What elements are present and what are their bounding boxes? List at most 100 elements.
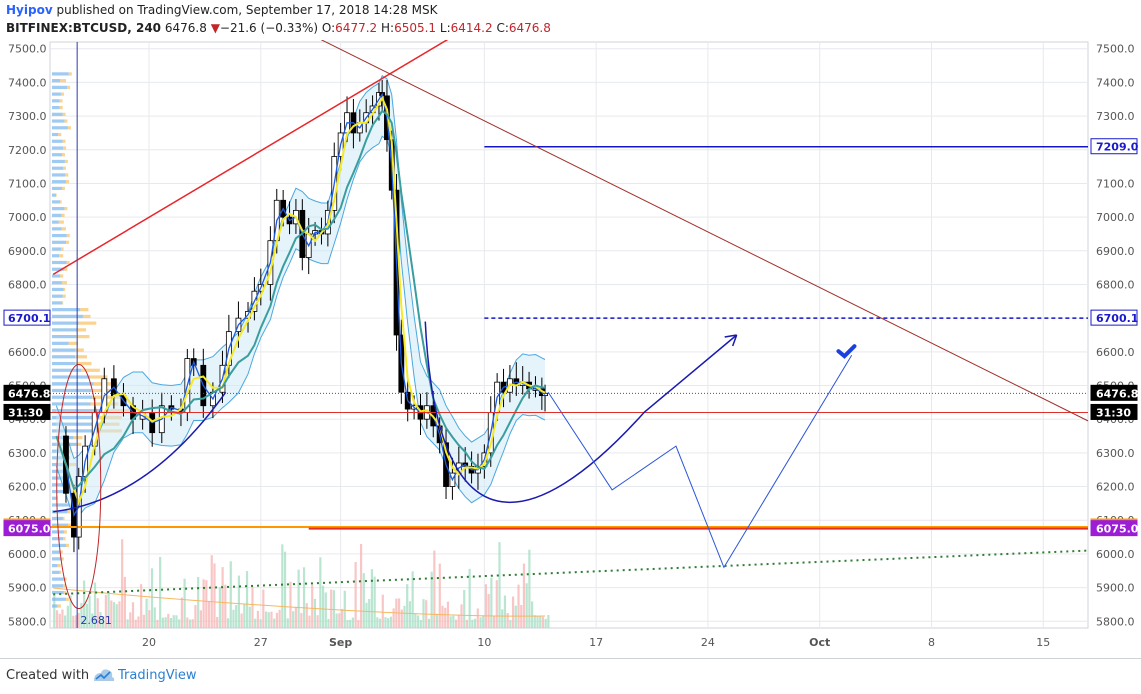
y-tick-label-right: 7300.0	[1096, 110, 1135, 123]
profile-bar-sell	[69, 72, 72, 75]
profile-bar-sell	[61, 247, 63, 250]
volume-bar	[336, 613, 338, 628]
price-tag-label: 6700.1	[1096, 312, 1138, 325]
volume-bar	[433, 551, 435, 628]
volume-bars	[53, 539, 549, 628]
profile-bar-sell	[68, 126, 71, 129]
volume-bar	[254, 619, 256, 628]
volume-bar	[376, 617, 378, 628]
profile-bar-sell	[58, 133, 61, 136]
profile-bar-sell	[62, 214, 65, 217]
created-with-text: Created with	[6, 668, 89, 683]
y-tick-label-left: 6000.0	[8, 548, 47, 561]
profile-bar-sell	[56, 194, 57, 197]
y-tick-label-right: 6800.0	[1096, 278, 1135, 291]
volume-bar	[531, 601, 533, 628]
volume-bar	[251, 586, 253, 628]
profile-bar-sell	[66, 180, 69, 183]
volume-bar	[268, 612, 270, 628]
volume-bar	[243, 604, 245, 628]
volume-bar	[311, 585, 313, 628]
volume-bar	[205, 580, 207, 628]
profile-bar-sell	[63, 295, 66, 298]
y-tick-label-right: 7400.0	[1096, 76, 1135, 89]
volume-bar	[517, 585, 519, 628]
y-tick-label-right: 6300.0	[1096, 447, 1135, 460]
volume-bar	[148, 610, 150, 628]
volume-bar	[493, 616, 495, 628]
author-link[interactable]: Hyipov	[6, 3, 53, 17]
profile-bar-buy	[52, 604, 58, 607]
volume-bar	[281, 544, 283, 628]
profile-bar-buy	[52, 194, 56, 197]
profile-bar-buy	[52, 396, 92, 399]
volume-bar	[547, 615, 549, 628]
volume-bar	[488, 594, 490, 628]
volume-bar	[289, 582, 291, 628]
volume-bar	[417, 615, 419, 628]
volume-bar	[113, 602, 115, 628]
volume-bar	[59, 614, 61, 628]
volume-bar	[72, 616, 74, 628]
volume-bar	[232, 610, 234, 628]
profile-bar-buy	[52, 72, 69, 75]
volume-bar	[159, 557, 161, 628]
volume-bar	[374, 577, 376, 628]
price-tag-label: 6476.8	[1096, 387, 1138, 400]
profile-bar-buy	[52, 146, 63, 149]
volume-bar	[379, 619, 381, 628]
profile-bar-buy	[52, 126, 68, 129]
profile-bar-buy	[52, 261, 67, 264]
volume-bar	[143, 615, 145, 628]
change-arrow-icon: ▼	[211, 21, 220, 35]
volume-bar	[330, 589, 332, 628]
volume-bar	[241, 614, 243, 628]
profile-bar-sell	[66, 598, 69, 601]
y-tick-label-right: 5900.0	[1096, 582, 1135, 595]
profile-bar-buy	[52, 389, 91, 392]
y-tick-label-left: 7500.0	[8, 43, 47, 56]
volume-bar	[536, 616, 538, 628]
published-text: published on TradingView.com, September …	[56, 3, 437, 17]
volume-bar	[384, 617, 386, 628]
volume-bar	[512, 597, 514, 628]
tradingview-brand-link[interactable]: TradingView	[118, 668, 197, 683]
volume-bar	[409, 601, 411, 628]
volume-bar	[135, 620, 137, 628]
volume-bar	[485, 584, 487, 628]
volume-bar	[64, 615, 66, 628]
profile-bar-buy	[52, 335, 76, 338]
profile-bar-buy	[52, 348, 75, 351]
high-value: 6505.1	[394, 21, 436, 35]
volume-bar	[509, 620, 511, 628]
volume-bar	[118, 601, 120, 628]
horizontal-levels	[50, 147, 1088, 529]
profile-bar-buy	[52, 571, 60, 574]
volume-bar	[213, 563, 215, 628]
volume-bar	[317, 615, 319, 628]
volume-bar	[208, 601, 210, 628]
profile-bar-buy	[52, 301, 62, 304]
profile-bar-sell	[63, 537, 66, 540]
profile-bar-sell	[67, 510, 70, 513]
high-label: H:	[381, 21, 394, 35]
symbol-line: BITFINEX:BTCUSD, 240 6476.8 ▼−21.6 (−0.3…	[6, 21, 551, 35]
volume-bar	[477, 608, 479, 628]
y-tick-label-left: 7100.0	[8, 177, 47, 190]
volume-bar	[173, 615, 175, 628]
profile-bar-buy	[52, 234, 67, 237]
volume-bar	[257, 611, 259, 628]
profile-bar-buy	[52, 295, 63, 298]
volume-bar	[279, 610, 281, 628]
volume-bar	[523, 564, 525, 628]
profile-bar-sell	[66, 544, 69, 547]
volume-bar	[401, 609, 403, 628]
volume-bar	[444, 608, 446, 628]
profile-bar-buy	[52, 584, 63, 587]
profile-bar-sell	[60, 106, 63, 109]
volume-bar	[284, 552, 286, 628]
profile-bar-buy	[52, 551, 60, 554]
volume-bar	[194, 605, 196, 628]
volume-bar	[132, 602, 134, 628]
